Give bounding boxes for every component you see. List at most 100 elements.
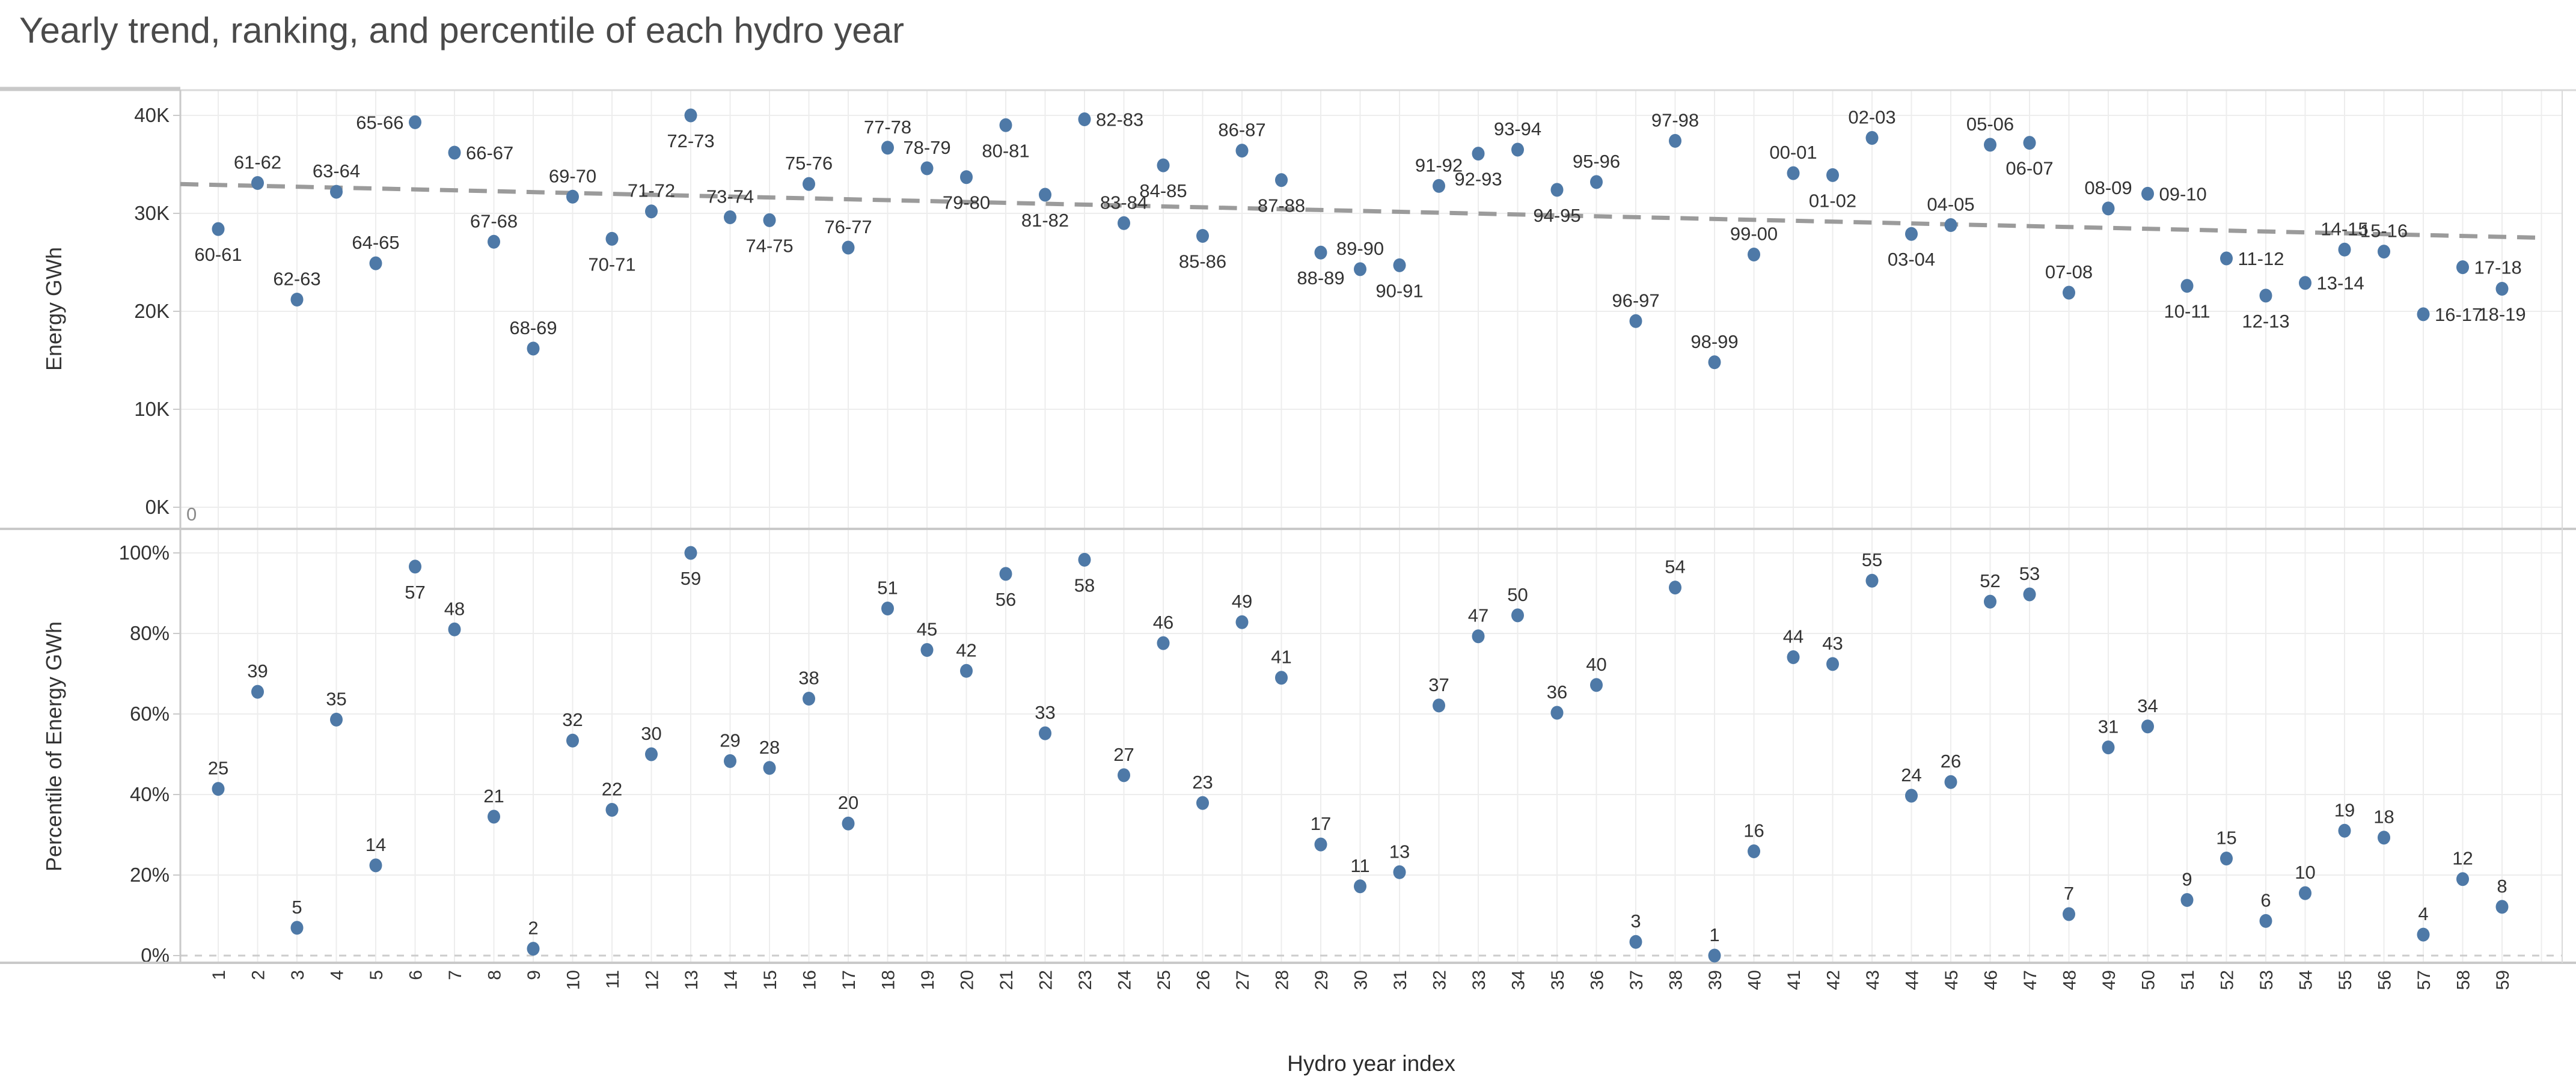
percentile-data-point[interactable] [2220,852,2233,866]
energy-data-point[interactable] [527,341,540,356]
percentile-data-point[interactable] [2102,740,2115,755]
energy-data-point[interactable] [1314,245,1327,260]
energy-data-point[interactable] [2180,279,2194,293]
energy-data-point[interactable] [1748,247,1760,261]
energy-data-point[interactable] [763,213,776,227]
energy-data-point[interactable] [1078,112,1091,127]
energy-data-point[interactable] [2220,251,2233,266]
energy-data-point[interactable] [1354,262,1366,276]
percentile-data-point[interactable] [1669,581,1681,595]
percentile-data-point[interactable] [2063,907,2075,921]
energy-data-point[interactable] [2495,282,2509,296]
energy-data-point[interactable] [1944,218,1957,233]
energy-data-point[interactable] [960,170,973,185]
energy-data-point[interactable] [1118,216,1130,230]
percentile-data-point[interactable] [803,692,815,706]
percentile-data-point[interactable] [684,546,697,560]
energy-data-point[interactable] [290,292,304,307]
percentile-data-point[interactable] [1235,615,1249,629]
percentile-data-point[interactable] [2417,927,2430,942]
percentile-data-point[interactable] [369,858,382,873]
energy-data-point[interactable] [1433,178,1445,193]
percentile-data-point[interactable] [1314,837,1327,852]
percentile-data-point[interactable] [290,921,304,935]
energy-data-point[interactable] [1472,147,1485,161]
energy-data-point[interactable] [605,231,619,246]
percentile-data-point[interactable] [2023,587,2036,602]
energy-data-point[interactable] [409,115,421,129]
percentile-data-point[interactable] [1865,573,1879,588]
percentile-data-point[interactable] [1629,935,1642,949]
energy-data-point[interactable] [881,141,894,155]
percentile-data-point[interactable] [2456,872,2469,886]
energy-data-point[interactable] [999,118,1012,132]
energy-data-point[interactable] [448,145,461,160]
energy-data-point[interactable] [2378,245,2390,259]
energy-data-point[interactable] [1905,227,1918,241]
percentile-data-point[interactable] [212,782,225,796]
percentile-data-point[interactable] [1393,865,1406,879]
energy-data-point[interactable] [1669,133,1681,148]
energy-data-point[interactable] [684,108,697,123]
percentile-data-point[interactable] [881,601,894,615]
percentile-data-point[interactable] [1984,594,1996,609]
energy-data-point[interactable] [2456,260,2469,275]
percentile-data-point[interactable] [2299,886,2311,900]
percentile-data-point[interactable] [2495,900,2509,914]
percentile-data-point[interactable] [763,761,776,775]
energy-data-point[interactable] [369,256,382,270]
energy-data-point[interactable] [1590,175,1603,189]
energy-data-point[interactable] [1196,228,1209,243]
percentile-data-point[interactable] [724,754,736,768]
energy-data-point[interactable] [1550,183,1564,197]
percentile-data-point[interactable] [448,622,461,636]
percentile-data-point[interactable] [1039,726,1051,740]
percentile-data-point[interactable] [566,733,579,748]
percentile-data-point[interactable] [1078,552,1091,567]
percentile-data-point[interactable] [1433,698,1445,713]
energy-data-point[interactable] [212,222,225,236]
percentile-data-point[interactable] [1826,657,1839,671]
percentile-data-point[interactable] [1708,948,1721,963]
energy-data-point[interactable] [330,185,343,199]
energy-data-point[interactable] [1235,144,1249,158]
percentile-data-point[interactable] [645,747,658,761]
energy-data-point[interactable] [2063,285,2075,300]
energy-data-point[interactable] [251,175,264,190]
energy-data-point[interactable] [645,204,658,219]
energy-data-point[interactable] [724,210,736,225]
energy-data-point[interactable] [1787,166,1800,180]
energy-data-point[interactable] [842,240,855,255]
percentile-data-point[interactable] [1905,789,1918,803]
percentile-data-point[interactable] [1196,796,1209,810]
percentile-data-point[interactable] [2141,719,2154,734]
percentile-data-point[interactable] [1590,678,1603,692]
percentile-data-point[interactable] [409,560,421,574]
energy-data-point[interactable] [2023,136,2036,150]
percentile-data-point[interactable] [2378,831,2390,845]
percentile-data-point[interactable] [1472,629,1485,644]
energy-data-point[interactable] [1629,314,1642,328]
energy-data-point[interactable] [1826,168,1839,182]
energy-data-point[interactable] [1708,355,1721,370]
trend-line[interactable] [180,182,2544,240]
energy-data-point[interactable] [2338,242,2351,257]
energy-data-point[interactable] [803,177,815,191]
energy-data-point[interactable] [920,161,934,175]
percentile-data-point[interactable] [999,567,1012,581]
percentile-data-point[interactable] [1275,671,1288,685]
percentile-data-point[interactable] [488,810,500,824]
energy-data-point[interactable] [1275,173,1288,188]
percentile-data-point[interactable] [842,816,855,831]
energy-data-point[interactable] [1984,138,1996,152]
percentile-data-point[interactable] [1748,844,1760,858]
percentile-data-point[interactable] [1944,775,1957,789]
energy-data-point[interactable] [2102,201,2115,216]
percentile-data-point[interactable] [920,642,934,657]
energy-data-point[interactable] [1157,158,1170,172]
percentile-data-point[interactable] [1354,879,1366,894]
energy-data-point[interactable] [1865,130,1879,145]
percentile-data-point[interactable] [1118,768,1130,782]
energy-data-point[interactable] [1511,142,1524,157]
percentile-data-point[interactable] [1157,636,1170,650]
